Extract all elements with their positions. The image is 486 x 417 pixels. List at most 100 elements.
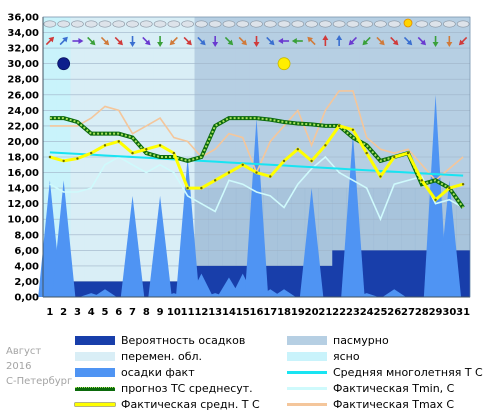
wind-arrow-icon	[403, 36, 413, 46]
x-tick-label: 1	[46, 307, 53, 318]
wind-arrow-icon	[100, 36, 110, 46]
x-tick-label: 3	[74, 307, 81, 318]
cloud-icon	[277, 20, 291, 28]
y-tick-label: 34,00	[7, 28, 39, 39]
forecast-line-dots	[49, 117, 464, 209]
legend-item-precip_prob: Вероятность осадков	[75, 332, 245, 348]
wind-arrow-head	[432, 42, 439, 47]
y-tick-label: 20,00	[7, 137, 39, 148]
x-tick-label: 11	[181, 307, 195, 318]
wind-arrow-head	[169, 39, 176, 46]
fact-mean-point-8	[145, 148, 148, 151]
cloud-icon	[429, 20, 442, 28]
fact-mean-point-6	[117, 140, 120, 143]
weather-icons-row	[43, 18, 470, 47]
fact-mean-point-21	[324, 144, 327, 147]
cloud-icon	[153, 20, 167, 28]
fact-mean-point-16	[255, 171, 258, 174]
y-tick-label: 16,00	[7, 168, 39, 179]
wind-arrow-head	[392, 39, 399, 46]
cloud-icon	[71, 20, 84, 28]
cloud-icon	[208, 20, 222, 28]
y-tick-label: 10,00	[7, 215, 39, 226]
cloud-icon	[456, 20, 470, 28]
fact-mean-point-5	[103, 144, 107, 147]
wind-arrow-icon	[266, 36, 275, 46]
cloud-icon	[112, 20, 126, 28]
x-tick-label: 30	[442, 307, 456, 318]
y-tick-label: 30,00	[7, 59, 39, 70]
legend-item-overcast: пасмурно	[287, 332, 389, 348]
x-tick-label: 29	[429, 307, 443, 318]
x-tick-label: 15	[236, 307, 250, 318]
wind-arrow-icon	[157, 36, 164, 47]
fact-mean-point-29	[434, 198, 437, 201]
y-tick-label: 26,00	[7, 90, 39, 101]
y-tick-labels: 0,00 2,00 4,00 6,00 8,00 10,00 12,00 14,00 16,00…	[7, 13, 39, 304]
wind-arrow-head	[186, 39, 192, 46]
legend-label: Вероятность осадков	[121, 333, 246, 347]
wind-arrow-icon	[291, 38, 303, 44]
year-label: 2016	[6, 361, 32, 372]
moon-phases	[57, 57, 291, 71]
wind-arrow-head	[362, 39, 369, 46]
wind-arrow-head	[157, 42, 164, 47]
legend-swatch-tmax	[287, 400, 327, 409]
x-tick-label: 9	[157, 307, 164, 318]
cloud-icon	[291, 20, 305, 28]
precip-fact-day-26	[382, 289, 406, 297]
legend-item-precip_fact: осадки факт	[75, 364, 195, 380]
x-tick-label: 10	[167, 307, 181, 318]
wind-arrow-head	[379, 39, 385, 46]
cloud-icon	[263, 20, 277, 28]
wind-arrow-icon	[45, 36, 55, 46]
fact-mean-point-27	[406, 151, 410, 155]
cloud-icon	[236, 20, 250, 28]
wind-arrow-icon	[238, 36, 247, 46]
wind-arrow-icon	[253, 36, 260, 47]
wind-arrow-head	[78, 38, 84, 44]
cloud-icon	[374, 20, 387, 28]
x-tick-label: 20	[305, 307, 319, 318]
wind-arrow-head	[291, 38, 297, 44]
axes	[42, 16, 471, 298]
wind-arrow-head	[458, 39, 465, 46]
wind-arrow-icon	[114, 36, 124, 46]
x-tick-label: 4	[88, 307, 95, 318]
month-label: Август	[6, 346, 42, 357]
new-moon-icon	[57, 57, 71, 71]
y-tick-label: 6,00	[14, 246, 39, 257]
wind-arrow-head	[268, 39, 275, 46]
legend-swatch-precip_prob	[75, 335, 115, 345]
fact-mean-point-30	[448, 186, 451, 190]
x-tick-label: 23	[346, 307, 360, 318]
wind-arrow-head	[89, 39, 96, 46]
wind-arrow-icon	[432, 36, 439, 47]
x-tick-label: 12	[194, 307, 208, 318]
fact-mean-point-25	[379, 175, 382, 178]
cloud-icon	[43, 20, 57, 28]
legend-label: прогноз ТС среднесут.	[121, 381, 253, 395]
legend-label: перемен. обл.	[121, 349, 203, 363]
wind-arrow-icon	[390, 36, 399, 46]
fact-mean-point-3	[76, 157, 79, 160]
precip-fact-day-11	[175, 157, 200, 297]
cloud-icon	[126, 20, 139, 28]
precip-fact-day-20	[299, 188, 324, 297]
fact-mean-point-19	[296, 148, 300, 151]
x-tick-label: 16	[250, 307, 264, 318]
wind-arrow-head	[199, 39, 206, 46]
wind-arrow-icon	[197, 36, 206, 46]
fact-mean-point-18	[282, 159, 286, 163]
wind-arrow-head	[307, 36, 314, 43]
cloud-icon	[415, 20, 429, 28]
wind-arrow-head	[278, 38, 284, 44]
wind-arrow-head	[62, 36, 68, 43]
cloud-icon	[84, 20, 98, 28]
cloud-icon	[167, 20, 181, 28]
x-tick-label: 5	[101, 307, 108, 318]
legend-swatch-forecast	[75, 384, 115, 393]
wind-arrow-head	[227, 39, 234, 46]
y-tick-label: 32,00	[7, 44, 39, 55]
cloud-icon	[332, 20, 346, 28]
